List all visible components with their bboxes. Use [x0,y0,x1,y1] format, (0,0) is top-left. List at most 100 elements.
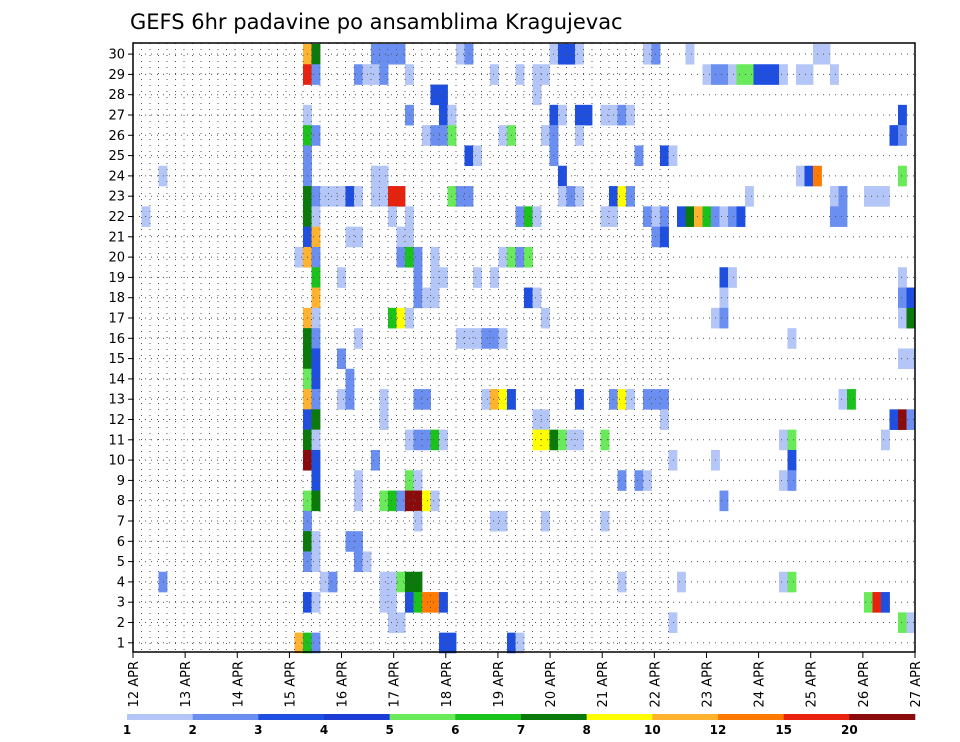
y-tick-label: 19 [108,271,125,286]
y-tick-label: 21 [108,230,125,245]
heatmap-cell [311,429,321,451]
y-tick-label: 25 [108,149,125,164]
heatmap-cell [898,104,907,126]
heatmap-cell [558,104,567,126]
heatmap-cell [898,409,907,430]
heatmap-cell [311,307,321,329]
heatmap-cell [906,287,916,309]
heatmap-cell [490,267,499,288]
heatmap-cell [779,429,788,451]
heatmap-cell [413,246,423,268]
heatmap-cell [685,206,695,227]
heatmap-cell [354,470,363,491]
heatmap-cell [575,104,584,126]
heatmap-cell [541,307,550,329]
heatmap-cell [668,449,678,471]
heatmap-cell [354,186,363,207]
heatmap-cell [558,165,567,187]
plot-frame [132,42,916,653]
heatmap-cell [626,186,635,207]
heatmap-cell [371,64,380,85]
heatmap-cell [719,267,729,288]
x-tick-label: 13 APR [179,661,194,707]
heatmap-cell [532,84,542,106]
heatmap-cell [864,592,873,613]
heatmap-cell [490,328,499,349]
heatmap-cell [532,409,542,430]
y-tick-label: 3 [117,596,125,611]
heatmap-cell [456,328,465,349]
heatmap-cell [558,186,567,207]
legend-swatch [258,714,325,720]
heatmap-cell [430,287,440,309]
heatmap-cell [481,389,491,410]
heatmap-cell [439,125,448,146]
heatmap-cell [464,186,474,207]
legend-swatch [455,714,522,720]
y-tick-label: 23 [108,190,125,205]
heatmap-cell [490,389,499,410]
heatmap-cell [379,165,389,187]
legend-swatch [652,714,719,720]
x-tick-label: 26 APR [857,661,872,707]
heatmap-cell [371,165,380,187]
heatmap-cell [311,226,321,248]
heatmap-cell [396,186,406,207]
heatmap-cell [524,287,533,309]
heatmap-cell [379,490,389,512]
heatmap-cell [439,592,448,613]
heatmap-cell [379,592,389,613]
y-tick-label: 26 [108,129,125,144]
heatmap-cell [889,125,899,146]
legend-swatch [192,714,259,720]
heatmap-cell [320,186,329,207]
heatmap-cell [575,186,584,207]
heatmap-cell [379,389,389,410]
heatmap-cell [898,348,907,370]
heatmap-cell [439,632,448,654]
heatmap-cell [779,470,788,491]
heatmap-cell [498,125,508,146]
heatmap-cell [643,389,652,410]
heatmap-cell [396,612,406,633]
y-tick-label: 1 [117,636,125,651]
legend-label: 12 [710,723,727,737]
heatmap-cell [524,246,533,268]
heatmap-cell [337,267,346,288]
heatmap-cell [311,348,321,370]
y-tick-label: 9 [117,474,125,489]
heatmap-cell [617,571,627,593]
heatmap-cell [388,307,397,329]
x-tick-label: 12 APR [127,661,142,707]
heatmap-cell [371,449,380,471]
heatmap-cell [396,226,406,248]
heatmap-cell [430,490,440,512]
x-tick-label: 16 APR [336,661,351,707]
heatmap-cell [396,43,406,65]
heatmap-cell [354,64,363,85]
heatmap-cell [600,429,610,451]
heatmap-cell [719,287,729,309]
heatmap-cell [371,186,380,207]
heatmap-cell [830,206,839,227]
heatmap-cell [439,104,448,126]
heatmap-cell [388,612,397,633]
y-tick-label: 22 [108,210,125,225]
heatmap-cell [464,328,474,349]
heatmap-cell [396,490,406,512]
legend-swatch [521,714,587,720]
heatmap-cell [481,328,491,349]
heatmap-cell [354,226,363,248]
legend-swatch [586,714,653,720]
x-tick-label: 21 APR [596,661,611,707]
heatmap-cell [600,206,610,227]
heatmap-cell [541,510,550,532]
heatmap-cell [388,571,397,593]
heatmap-cell [787,470,797,491]
heatmap-cell [422,592,431,613]
heatmap-cell [558,429,567,451]
heatmap-cell [311,531,321,552]
heatmap-cell [413,389,423,410]
heatmap-cell [830,64,839,85]
heatmap-cell [396,307,406,329]
